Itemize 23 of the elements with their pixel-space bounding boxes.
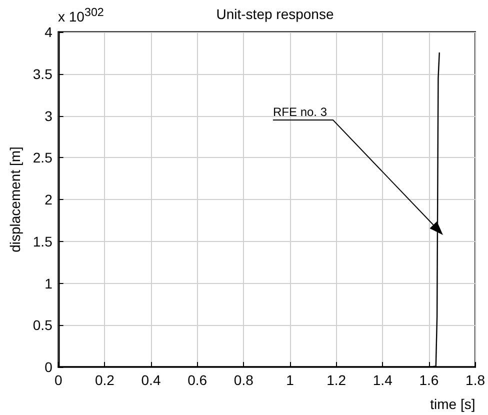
x-tick-label: 0.2 bbox=[94, 372, 115, 388]
x-axis-title: time [s] bbox=[430, 396, 476, 412]
annotation: RFE no. 3 bbox=[273, 105, 328, 119]
chart-title: Unit-step response bbox=[216, 6, 334, 22]
y-tick-label: 2.5 bbox=[32, 150, 53, 166]
y-tick-label: 1.5 bbox=[32, 233, 53, 250]
y-tick-label: 3 bbox=[44, 108, 53, 124]
x-tick-label: 1.2 bbox=[326, 372, 346, 388]
y-tick-label: 0 bbox=[44, 359, 53, 375]
x-tick-label: 0.6 bbox=[188, 372, 208, 388]
y-tick-label: 3.5 bbox=[32, 66, 53, 82]
y-tick-label: 1 bbox=[44, 275, 53, 292]
y-tick-label: 2 bbox=[44, 192, 53, 208]
y-tick-label: 0.5 bbox=[32, 317, 53, 334]
x-tick-label: 1 bbox=[286, 372, 294, 388]
x-tick-label: 1.8 bbox=[466, 372, 486, 388]
x-tick-label: 0.8 bbox=[234, 372, 254, 388]
text: x 10$^{302}$ bbox=[58, 6, 104, 25]
x-tick-label: 1.6 bbox=[419, 372, 439, 388]
x-tick-label: 1.4 bbox=[372, 372, 393, 388]
y-tick-label: 4 bbox=[44, 24, 53, 40]
x-tick-label: 0.4 bbox=[141, 372, 161, 388]
y-axis-title: displacement [m] bbox=[7, 146, 23, 252]
